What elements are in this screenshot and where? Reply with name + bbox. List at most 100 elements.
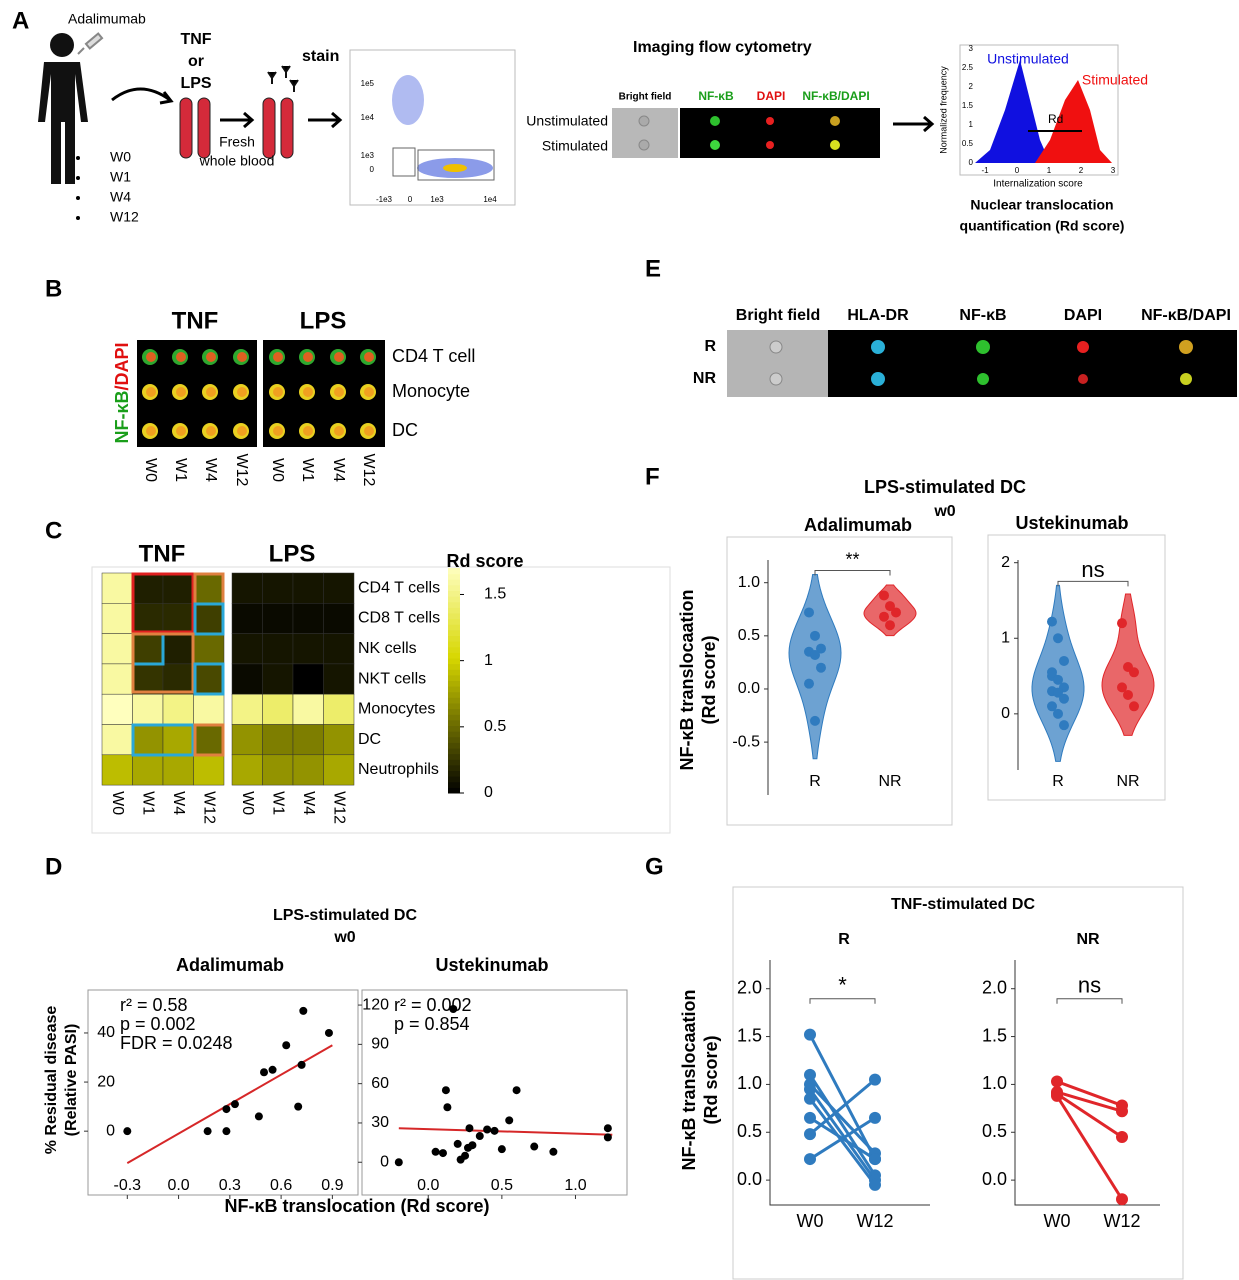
- label: Monocytes: [358, 701, 435, 718]
- label: NR: [878, 773, 901, 790]
- point: [282, 1041, 291, 1050]
- label: NK cells: [358, 640, 417, 657]
- heatmap-cell: [292, 633, 324, 665]
- label: (Relative PASI): [63, 1024, 80, 1137]
- label: DAPI: [757, 89, 786, 103]
- label: W1: [270, 791, 287, 815]
- label: Normalized frequency: [938, 66, 948, 154]
- colorbar-step: [448, 669, 460, 676]
- cell-image: [237, 352, 247, 362]
- point: [1117, 618, 1127, 629]
- heatmap-cell: [231, 754, 263, 786]
- colorbar-step: [448, 590, 460, 597]
- colorbar-step: [448, 770, 460, 777]
- label: Adalimumab: [68, 11, 146, 27]
- point: [268, 1065, 277, 1074]
- cell-image: [146, 426, 156, 436]
- colorbar-step: [448, 691, 460, 698]
- heatmap-cell: [292, 603, 324, 634]
- label: 0: [969, 158, 974, 167]
- label: 1: [969, 120, 974, 129]
- significance-bracket: [814, 570, 891, 576]
- label: 0: [1015, 166, 1020, 175]
- label: 2: [1079, 166, 1084, 175]
- label: FDR = 0.0248: [120, 1033, 233, 1053]
- label: 120: [362, 996, 389, 1013]
- panel-g-frame: [732, 886, 1184, 1280]
- label: LPS-stimulated DC: [273, 907, 417, 924]
- label: W4: [110, 189, 131, 205]
- label: 3: [969, 44, 974, 53]
- label: W12: [110, 209, 139, 225]
- point: [1129, 701, 1139, 712]
- heatmap-cell: [262, 754, 294, 786]
- colorbar-step: [448, 680, 460, 687]
- label: 1.5: [982, 1025, 1007, 1045]
- label: 0: [484, 784, 493, 801]
- point: [1129, 667, 1139, 678]
- label: 1.5: [962, 101, 974, 110]
- point: [804, 1153, 816, 1166]
- label: r² = 0.58: [120, 995, 188, 1015]
- colorbar-step: [448, 607, 460, 614]
- point: [1116, 1105, 1128, 1118]
- heatmap-cell: [323, 603, 355, 634]
- colorbar-step: [448, 731, 460, 738]
- label: 1: [1047, 166, 1052, 175]
- cell-image: [237, 387, 247, 397]
- colorbar-step: [448, 708, 460, 715]
- point: [512, 1086, 521, 1095]
- label: NR: [1116, 773, 1139, 790]
- bullet: [76, 156, 80, 160]
- point: [461, 1151, 470, 1160]
- point: [1053, 633, 1063, 644]
- point: [1047, 701, 1057, 712]
- colorbar-step: [448, 658, 460, 665]
- label: 1: [484, 652, 493, 669]
- point: [441, 1086, 450, 1095]
- point: [804, 1068, 816, 1081]
- label: Imaging flow cytometry: [633, 39, 812, 56]
- point: [297, 1060, 306, 1069]
- colorbar-step: [448, 652, 460, 659]
- label: W4: [300, 791, 317, 815]
- violin: [1031, 584, 1085, 762]
- colorbar-step: [448, 618, 460, 625]
- cell-image: [206, 426, 216, 436]
- label: quantification (Rd score): [960, 218, 1125, 234]
- label: 2.0: [737, 977, 762, 997]
- panel-letter: D: [45, 853, 62, 880]
- label: 0: [1001, 705, 1010, 722]
- histogram: [959, 44, 1119, 176]
- point: [1053, 674, 1063, 685]
- cell-image: [237, 426, 247, 436]
- label: NF-κB: [959, 307, 1006, 324]
- plot-frame: [87, 989, 359, 1196]
- label: Bright field: [619, 92, 672, 103]
- point: [810, 649, 820, 660]
- label: TNF: [139, 540, 186, 567]
- heatmap-cell: [132, 572, 164, 604]
- point: [505, 1116, 514, 1125]
- label: W1: [299, 458, 316, 482]
- point: [230, 1100, 239, 1109]
- label: 0.5: [982, 1121, 1007, 1141]
- label: Fresh: [219, 134, 255, 150]
- heatmap-cell: [193, 754, 225, 786]
- colorbar-step: [448, 753, 460, 760]
- colorbar-step: [448, 596, 460, 603]
- heatmap-cell: [292, 572, 324, 604]
- point: [879, 590, 889, 601]
- heatmap-cell: [231, 663, 263, 695]
- label: -1: [981, 166, 989, 175]
- heatmap-cell: [262, 693, 294, 725]
- point: [816, 662, 826, 673]
- point: [324, 1028, 333, 1037]
- heatmap-cell: [101, 603, 133, 634]
- label: -0.3: [114, 1177, 142, 1194]
- label: 0.6: [270, 1177, 292, 1194]
- label: 1e3: [430, 195, 444, 204]
- point: [549, 1147, 558, 1156]
- label: Neutrophils: [358, 761, 439, 778]
